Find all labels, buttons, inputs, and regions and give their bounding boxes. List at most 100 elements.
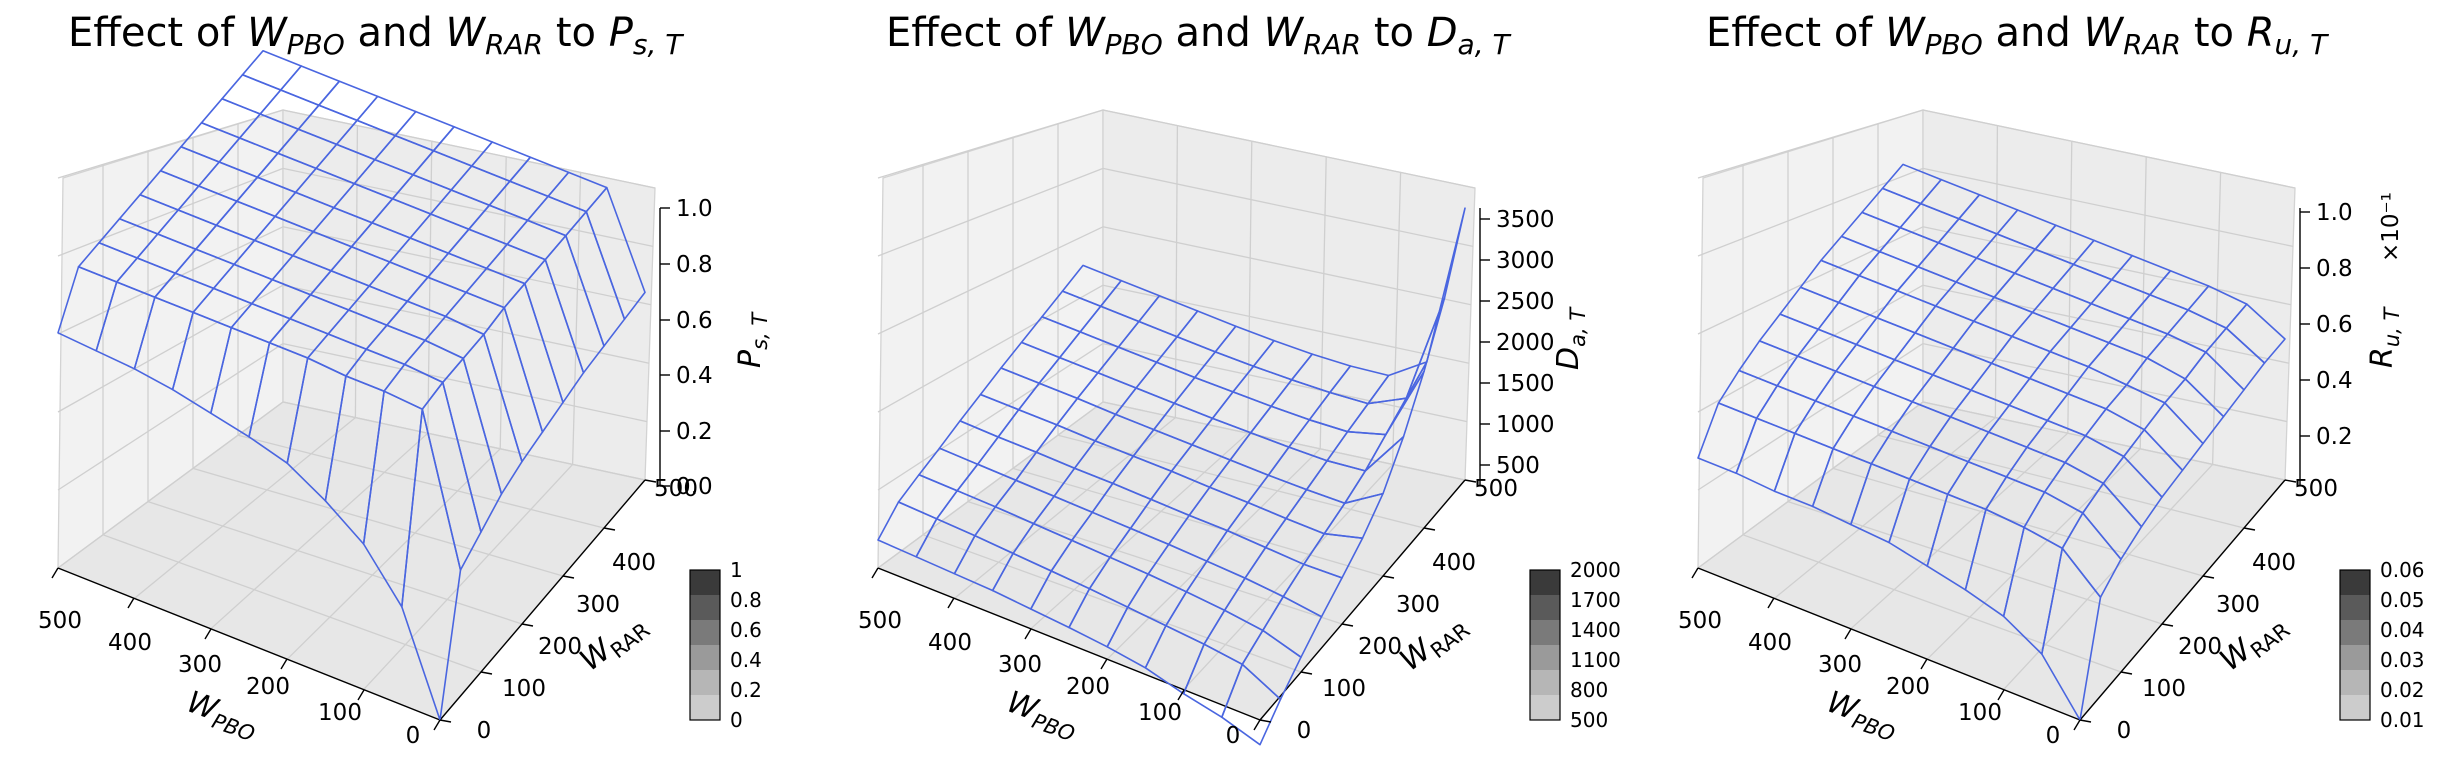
chart-1-z-axis-label: Ps, T xyxy=(733,311,772,368)
chart-1-y-ticks: 0 100 200 300 400 500 xyxy=(439,476,698,744)
chart-3-colorbar: 0.01 0.02 0.03 0.04 0.05 0.06 xyxy=(2339,558,2425,732)
chart-3-colorbar-tick: 0.02 xyxy=(2380,678,2425,702)
chart-2-z-tick-label: 2500 xyxy=(1496,289,1555,315)
chart-3-y-tick-label: 100 xyxy=(2142,676,2186,702)
surface-cell xyxy=(279,65,341,106)
chart-1-x-tick-label: 500 xyxy=(38,608,82,634)
surface-cell xyxy=(1697,402,1758,475)
chart-2-x-tick-label: 400 xyxy=(928,630,972,656)
chart-1-x-tick-label: 0 xyxy=(406,723,421,749)
chart-2-z-axis-label: Da, T xyxy=(1551,306,1590,370)
chart-3-y-tick-label: 400 xyxy=(2252,550,2296,576)
chart-3-colorbar-tick: 0.06 xyxy=(2380,558,2425,582)
chart-3-x-tick-label: 100 xyxy=(1958,700,2002,726)
chart-1-z-tick-label: 1.0 xyxy=(676,196,713,222)
chart-1-y-tick-label: 0 xyxy=(477,718,492,744)
chart-3-z-axis-label: Ru, T xyxy=(2365,305,2404,368)
chart-3-z-tick-label: 0.2 xyxy=(2316,424,2353,450)
chart-3-y-tick-label: 500 xyxy=(2294,476,2338,502)
chart-3-x-tick-label: 0 xyxy=(2046,723,2061,749)
chart-2-colorbar-tick: 1700 xyxy=(1570,588,1621,612)
chart-2-y-tick-label: 0 xyxy=(1297,718,1312,744)
chart-2-colorbar-tick: 1400 xyxy=(1570,618,1621,642)
chart-panel-2: Effect of WPBO and WRAR to Da, T 500 400… xyxy=(858,10,1621,749)
chart-2-y-tick-label: 200 xyxy=(1358,634,1402,660)
chart-1-y-tick-label: 500 xyxy=(654,476,698,502)
chart-1-y-axis-line xyxy=(439,479,646,721)
chart-1-z-tick-label: 0.6 xyxy=(676,308,713,334)
chart-3-z-multiplier: ×10⁻¹ xyxy=(2378,192,2404,262)
chart-1-colorbar-tick: 0.8 xyxy=(730,588,762,612)
chart-2-x-tick-label: 0 xyxy=(1226,723,1241,749)
chart-1-y-tick-label: 400 xyxy=(612,550,656,576)
chart-3-y-tick-label: 0 xyxy=(2117,718,2132,744)
chart-2-z-tick-label: 3000 xyxy=(1496,248,1555,274)
chart-panel-1: Effect of WPBO and WRAR to Ps, T 500 400… xyxy=(38,10,772,749)
chart-3-axes-box xyxy=(1696,109,2301,721)
chart-3-z-tick-label: 0.4 xyxy=(2316,368,2353,394)
chart-2-z-ticks: 500 1000 1500 2000 2500 3000 3500 xyxy=(1480,207,1555,479)
chart-2-z-tick-label: 2000 xyxy=(1496,330,1555,356)
chart-3-z-tick-label: 0.8 xyxy=(2316,256,2353,282)
chart-2-x-ticks: 500 400 300 200 100 0 xyxy=(858,567,1261,749)
chart-3-colorbar-tick: 0.03 xyxy=(2380,648,2425,672)
chart-1-z-tick-label: 0.0 xyxy=(676,474,713,500)
chart-2-x-tick-label: 500 xyxy=(858,608,902,634)
chart-3-x-tick-label: 400 xyxy=(1748,630,1792,656)
chart-1-z-tick-label: 0.2 xyxy=(676,419,713,445)
chart-2-z-tick-label: 1500 xyxy=(1496,371,1555,397)
chart-1-title: Effect of WPBO and WRAR to Ps, T xyxy=(68,10,684,61)
chart-2-title: Effect of WPBO and WRAR to Da, T xyxy=(886,10,1512,61)
chart-3-x-ticks: 500 400 300 200 100 0 xyxy=(1678,567,2081,749)
surface-cell xyxy=(57,265,118,352)
chart-3-x-tick-label: 200 xyxy=(1886,674,1930,700)
chart-1-x-ticks: 500 400 300 200 100 0 xyxy=(38,567,441,749)
chart-3-z-tick-label: 0.6 xyxy=(2316,312,2353,338)
chart-2-x-tick-label: 300 xyxy=(998,652,1042,678)
chart-1-z-ticks: 0.0 0.2 0.4 0.6 0.8 1.0 xyxy=(660,196,713,500)
chart-1-x-axis-line xyxy=(57,567,441,721)
chart-1-x-tick-label: 200 xyxy=(246,674,290,700)
chart-2-x-tick-label: 100 xyxy=(1138,700,1182,726)
chart-2-y-tick-label: 300 xyxy=(1396,592,1440,618)
chart-1-colorbar-tick: 0.2 xyxy=(730,678,762,702)
chart-2-surface xyxy=(877,207,1466,746)
chart-3-y-tick-label: 200 xyxy=(2178,634,2222,660)
chart-3-y-ticks: 0 100 200 300 400 500 xyxy=(2079,476,2338,744)
surface-cell xyxy=(221,74,282,115)
chart-3-y-axis-line xyxy=(2079,479,2286,721)
chart-2-z-tick-label: 500 xyxy=(1496,453,1540,479)
chart-3-x-tick-label: 300 xyxy=(1818,652,1862,678)
chart-3-colorbar-tick: 0.04 xyxy=(2380,618,2425,642)
chart-3-z-tick-label: 1.0 xyxy=(2316,200,2353,226)
chart-3-title: Effect of WPBO and WRAR to Ru, T xyxy=(1706,10,2329,61)
chart-1-y-tick-label: 100 xyxy=(502,676,546,702)
chart-2-y-tick-label: 400 xyxy=(1432,550,1476,576)
chart-3-x-axis-line xyxy=(1697,567,2081,721)
chart-2-colorbar-tick: 2000 xyxy=(1570,558,1621,582)
chart-1-x-tick-label: 400 xyxy=(108,630,152,656)
chart-3-surface xyxy=(1697,163,2286,721)
chart-3-x-tick-label: 500 xyxy=(1678,608,1722,634)
chart-2-colorbar-tick: 1100 xyxy=(1570,648,1621,672)
chart-2-colorbar: 500 800 1100 1400 1700 2000 xyxy=(1529,558,1621,732)
chart-2-x-tick-label: 200 xyxy=(1066,674,1110,700)
chart-1-colorbar: 0 0.2 0.4 0.6 0.8 1 xyxy=(689,558,762,732)
chart-2-colorbar-tick: 500 xyxy=(1570,708,1608,732)
chart-1-colorbar-tick: 0 xyxy=(730,708,743,732)
surface-cell xyxy=(318,80,379,122)
chart-3-y-tick-label: 300 xyxy=(2216,592,2260,618)
chart-1-x-tick-label: 100 xyxy=(318,700,362,726)
chart-1-y-tick-label: 300 xyxy=(576,592,620,618)
chart-1-axes-box xyxy=(56,109,661,721)
chart-2-y-tick-label: 100 xyxy=(1322,676,1366,702)
chart-1-colorbar-tick: 1 xyxy=(730,558,743,582)
chart-3-colorbar-tick: 0.01 xyxy=(2380,708,2425,732)
chart-panel-3: Effect of WPBO and WRAR to Ru, T 500 400… xyxy=(1678,10,2424,749)
chart-1-z-tick-label: 0.4 xyxy=(676,363,713,389)
surface-cell xyxy=(877,501,938,558)
chart-2-z-tick-label: 1000 xyxy=(1496,412,1555,438)
chart-2-z-tick-label: 3500 xyxy=(1496,207,1555,233)
chart-2-y-axis-line xyxy=(1259,479,1466,721)
